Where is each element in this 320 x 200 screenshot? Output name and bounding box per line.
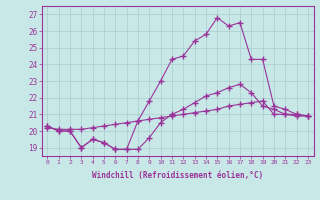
X-axis label: Windchill (Refroidissement éolien,°C): Windchill (Refroidissement éolien,°C) — [92, 171, 263, 180]
